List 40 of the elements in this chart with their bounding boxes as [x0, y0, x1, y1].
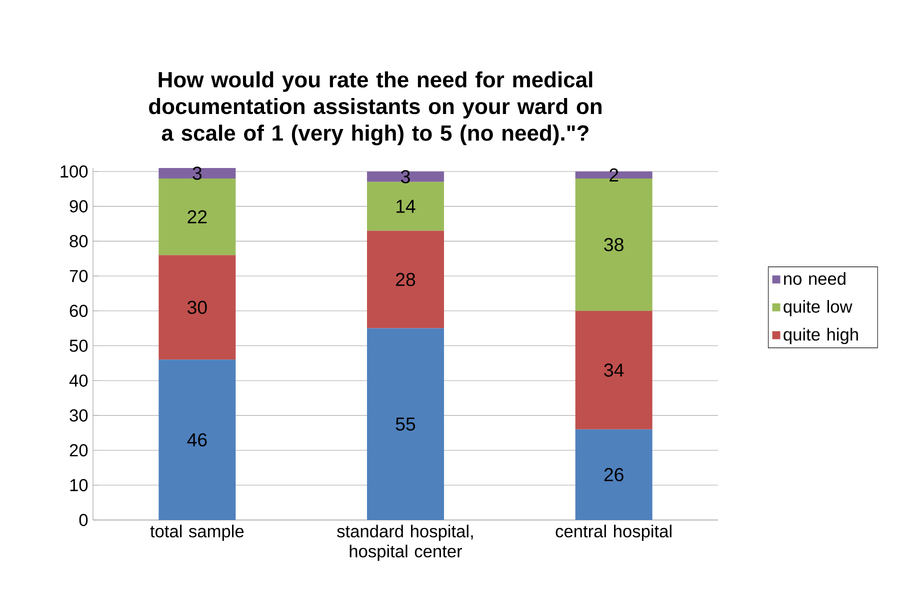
- legend-label: quite low: [784, 300, 852, 316]
- bar: [158, 178, 236, 256]
- legend-label: no need: [784, 272, 846, 285]
- y-tick-label: 50: [70, 340, 88, 352]
- bar: [575, 310, 652, 430]
- data-label: 22: [188, 210, 207, 224]
- data-label: 3: [401, 170, 410, 184]
- bar: [367, 230, 444, 328]
- data-label: 26: [604, 468, 624, 482]
- y-tick-label: 60: [70, 304, 88, 318]
- y-tick-label: 0: [79, 514, 88, 526]
- bar: [158, 255, 236, 360]
- data-label: 14: [396, 200, 416, 213]
- y-tick-label: 100: [60, 165, 88, 178]
- legend-label: quite high: [784, 328, 858, 344]
- y-tick-label: 40: [69, 374, 88, 387]
- y-tick-label: 90: [70, 200, 88, 212]
- y-tick-label: 80: [70, 235, 88, 248]
- chart-title: How would you rate the need for medical documentation assistants on your ward on a scale of 1 (very high) to 5 (no need)."?: [149, 71, 602, 146]
- data-label: 30: [188, 300, 207, 314]
- data-label: 2: [610, 168, 618, 182]
- data-label: 28: [396, 272, 416, 286]
- data-label: 46: [187, 433, 207, 446]
- y-tick-label: 10: [70, 478, 88, 492]
- data-label: 34: [604, 363, 624, 377]
- data-label: 3: [192, 166, 202, 180]
- bar: [575, 429, 652, 520]
- bar: [367, 171, 444, 182]
- y-tick-label: 30: [70, 409, 88, 422]
- data-label: 38: [604, 238, 624, 252]
- data-label: 55: [396, 418, 416, 431]
- x-tick-label: central hospital: [556, 524, 672, 541]
- x-tick-label: standard hospital, hospital center: [337, 524, 473, 561]
- x-tick-label: total sample: [150, 524, 244, 541]
- bar: [367, 182, 444, 231]
- y-tick-label: 20: [70, 444, 88, 456]
- bar: [367, 328, 444, 520]
- bar: [158, 168, 236, 178]
- y-tick-label: 70: [70, 270, 88, 282]
- bar: [158, 360, 236, 520]
